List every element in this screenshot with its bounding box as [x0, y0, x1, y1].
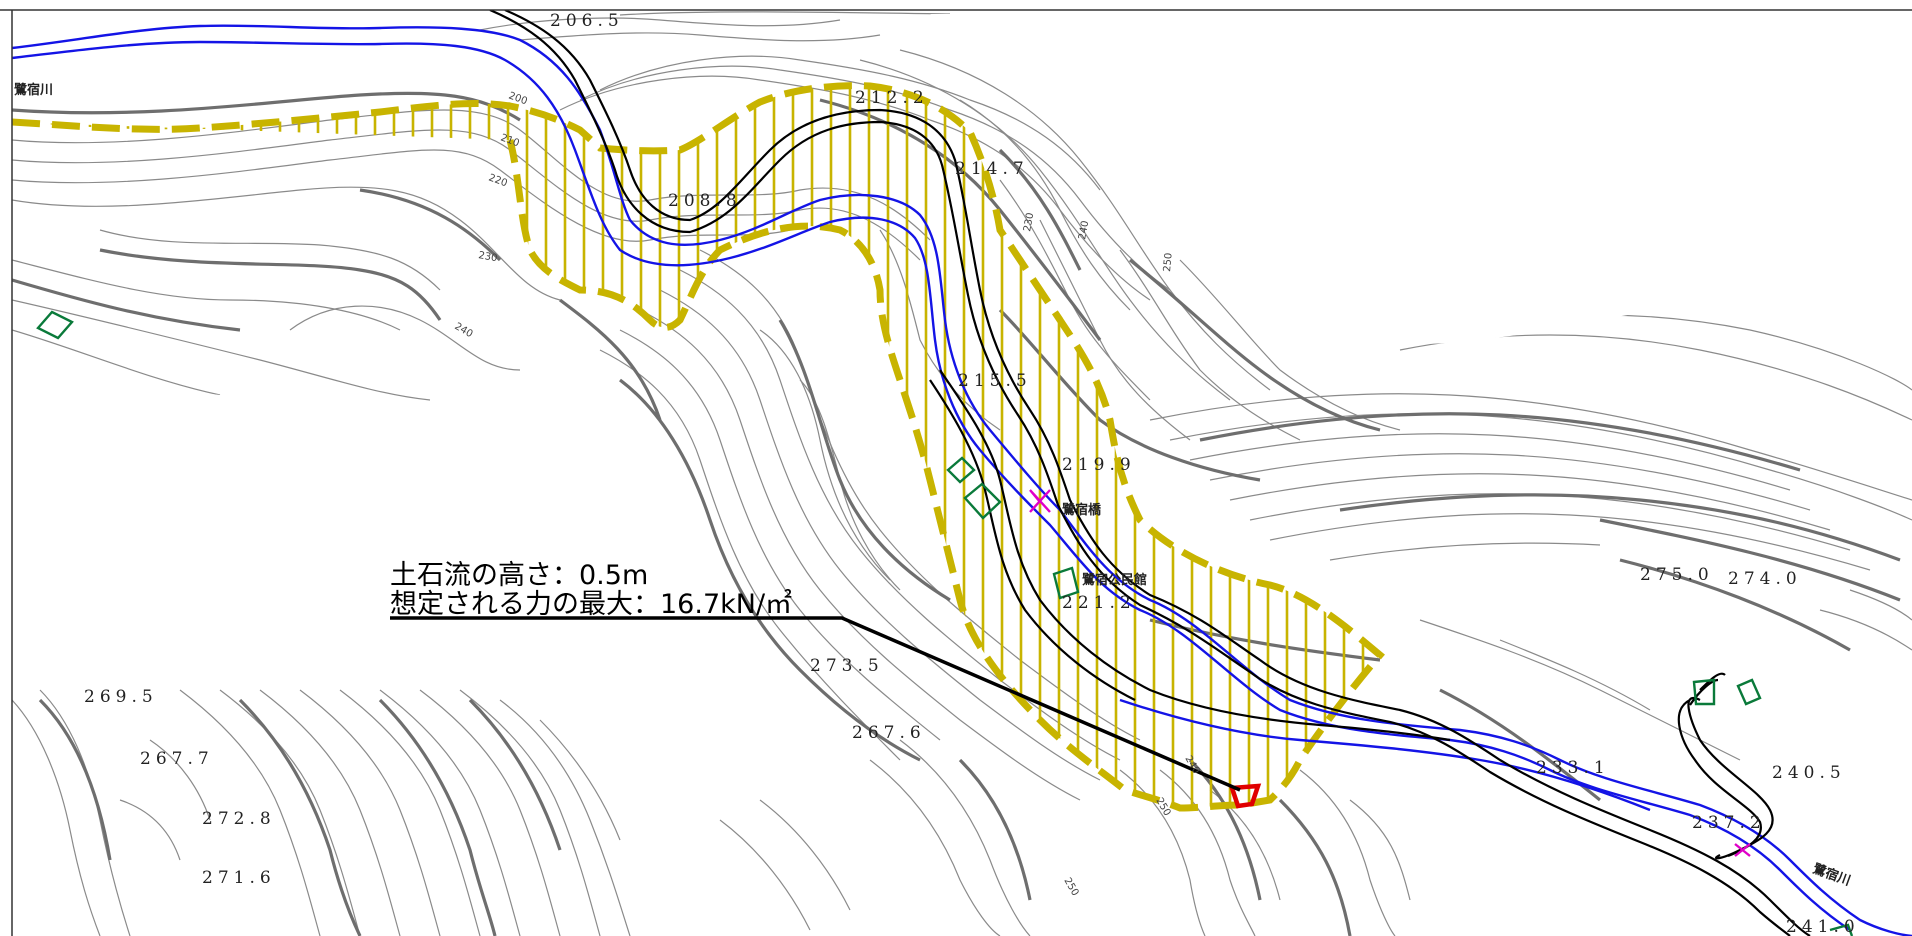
elevation-label: 219.9 — [1062, 455, 1136, 475]
building-footprint — [963, 482, 1002, 520]
place-labels: 鷺宿川 鷺宿川 鷺宿公民館 鷺宿橋 — [14, 82, 1853, 889]
debris-flow-height-text: 土石流の高さ：0.5m — [390, 560, 648, 591]
elevation-label: 215.5 — [958, 371, 1032, 391]
elevation-label: 272.8 — [202, 809, 276, 829]
building-footprint — [1692, 678, 1716, 706]
elevation-label: 212.2 — [855, 88, 929, 108]
bridges — [1029, 489, 1751, 857]
elevation-label: 221.2 — [1062, 593, 1136, 613]
bridge-marker — [1029, 489, 1051, 513]
elevation-label: 273.5 — [810, 656, 884, 676]
contour-value-label: 230 — [1022, 212, 1036, 233]
target-facility-marker — [1228, 783, 1262, 809]
elevation-label: 269.5 — [84, 687, 158, 707]
building-footprint — [1829, 923, 1854, 936]
hazard-zone-boundary — [12, 82, 1385, 812]
buildings — [36, 310, 1854, 936]
contour-value-label: 230 — [477, 250, 498, 264]
index-contours — [12, 91, 1901, 936]
road — [489, 10, 1811, 936]
building-footprint — [1052, 566, 1080, 600]
elevation-label: 214.7 — [955, 159, 1029, 179]
contour-lines — [12, 11, 1912, 936]
building-footprint — [946, 456, 976, 484]
elevation-label: 233.1 — [1536, 758, 1610, 778]
elevation-label: 275.0 — [1640, 565, 1714, 585]
elevation-label: 237.2 — [1692, 813, 1766, 833]
maximum-force-text: 想定される力の最大：16.7kN/㎡ — [390, 589, 792, 620]
bridge-name-label: 鷺宿橋 — [1062, 502, 1102, 518]
callout-leader-line — [390, 616, 1241, 792]
elevation-label: 241.0 — [1786, 917, 1860, 936]
bridge-marker — [1734, 843, 1751, 857]
elevation-label: 206.5 — [550, 11, 624, 31]
contour-value-label: 250 — [1162, 252, 1175, 272]
elevation-labels: 206.5 212.2 214.7 208.8 215.5 219.9 221.… — [84, 11, 1860, 936]
building-footprint — [1736, 678, 1762, 706]
building-footprint — [36, 310, 74, 340]
river-channel — [12, 24, 1912, 936]
elevation-label: 267.6 — [852, 723, 926, 743]
contour-value-label: 240 — [1077, 220, 1091, 241]
unmapped-area-top-right — [930, 12, 1912, 344]
river-name-label: 鷺宿川 — [14, 82, 53, 98]
elevation-label: 271.6 — [202, 868, 276, 888]
unmapped-area — [12, 370, 700, 690]
elevation-label: 267.7 — [140, 749, 214, 769]
elevation-label: 240.5 — [1772, 763, 1846, 783]
debris-flow-annotation: 土石流の高さ：0.5m 想定される力の最大：16.7kN/㎡ — [390, 560, 792, 620]
elevation-label: 274.0 — [1728, 569, 1802, 589]
elevation-label: 208.8 — [668, 191, 742, 211]
facility-name-label: 鷺宿公民館 — [1082, 572, 1147, 588]
